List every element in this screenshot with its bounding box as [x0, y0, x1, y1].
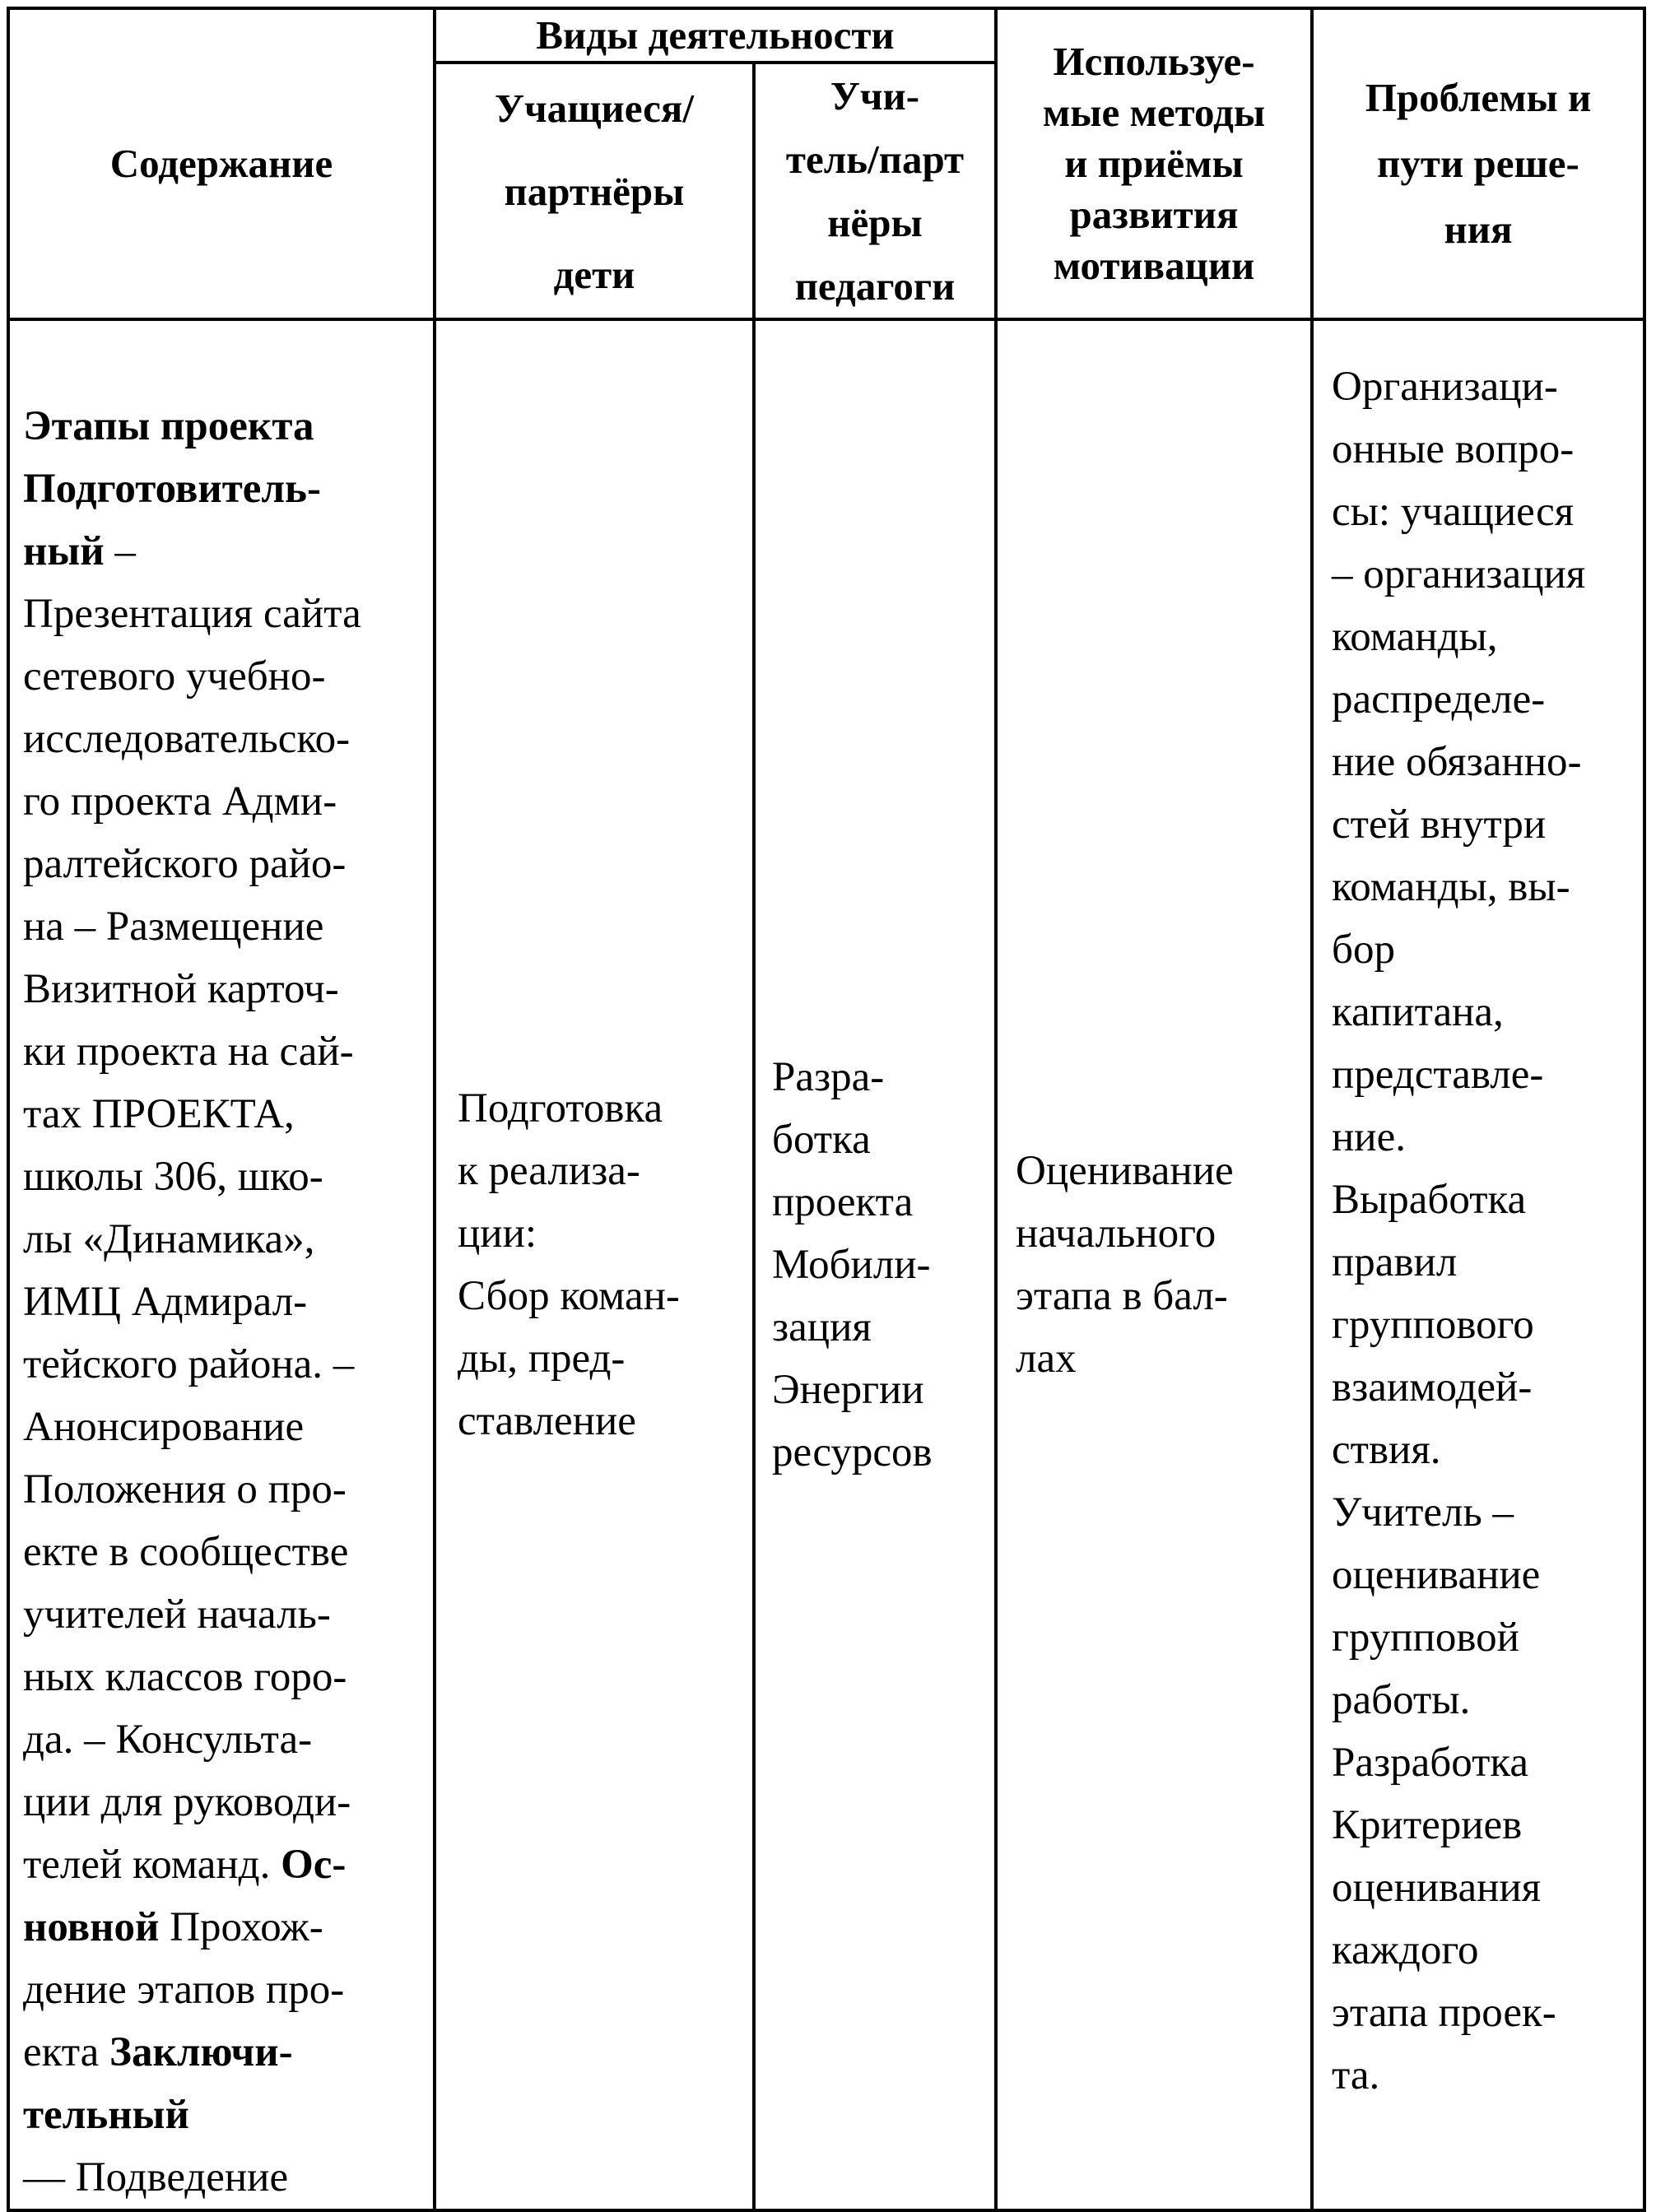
header-cell-teachers-partners: Учи- тель/парт нёры педагоги — [751, 61, 998, 321]
project-stages-table: Содержание Виды деятельности Используе- … — [7, 7, 1647, 2212]
content-stage-main-title: Ос- новной — [23, 1842, 347, 1950]
content-final-description: — Подведение — [23, 2154, 289, 2200]
content-stage-final-title: Заключи- тельный — [23, 2029, 293, 2138]
header-cell-activity-group: Виды деятельности — [432, 7, 998, 64]
header-cell-methods: Используе- мые методы и приёмы развития … — [994, 7, 1314, 321]
header-cell-students-partners: Учащиеся/ партнёры дети — [433, 61, 756, 321]
content-stage-prep-title: Этапы проекта Подготовитель- ный — [23, 403, 322, 574]
header-cell-problems: Проблемы и пути реше- ния — [1310, 7, 1647, 321]
content-prep-description: – Презентация сайта сетевого учебно- исс… — [23, 528, 361, 1888]
body-cell-problems-solutions: Организаци- онные вопро- сы: учащиеся – … — [1310, 318, 1647, 2212]
body-cell-teachers-activity: Разра- ботка проекта Мобили- зация Энерг… — [751, 318, 998, 2212]
body-cell-students-activity: Подготовка к реализа- ции: Сбор коман- д… — [433, 318, 756, 2212]
header-cell-content: Содержание — [7, 7, 436, 321]
body-cell-motivation-methods: Оценивание начального этапа в бал- лах — [994, 318, 1314, 2212]
content-main-description: Прохож- дение этапов про- екта — [23, 1904, 345, 2075]
body-cell-content: Этапы проекта Подготовитель- ный – Презе… — [7, 318, 436, 2212]
